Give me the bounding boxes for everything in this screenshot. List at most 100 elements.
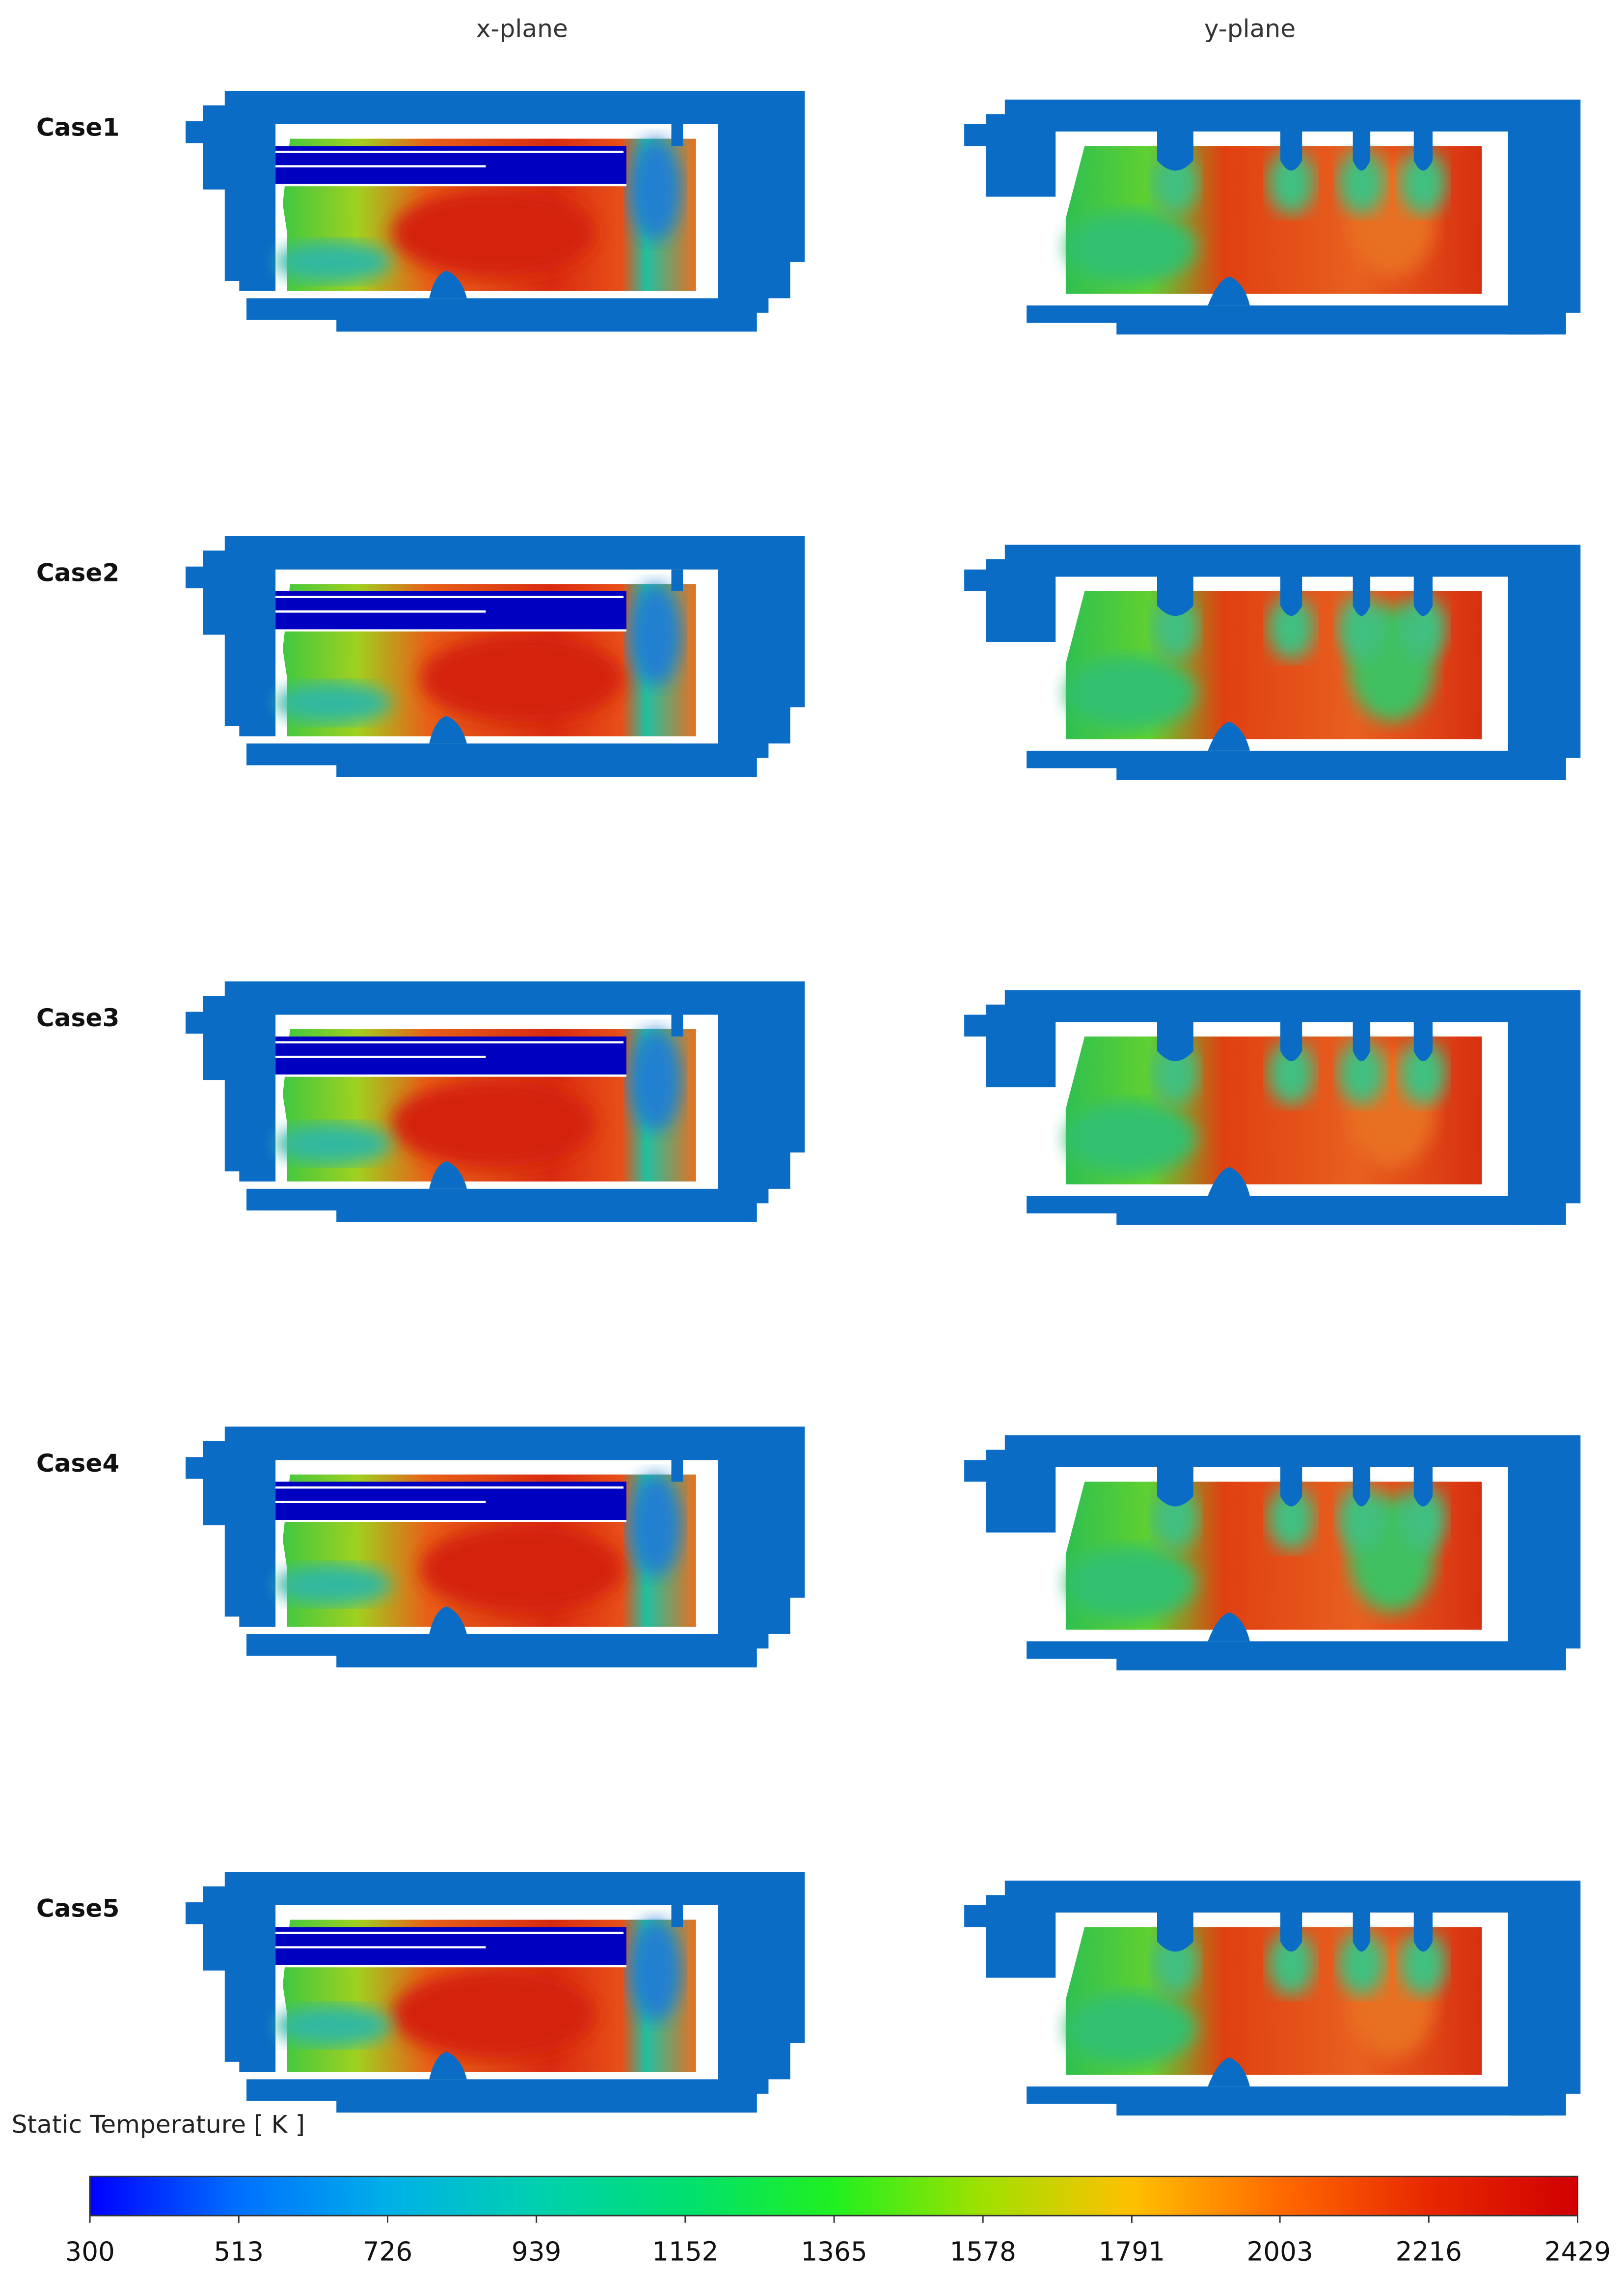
panels: Case1 Case2 Case3 Case4 Case5	[36, 91, 1581, 2116]
cool-zone	[275, 242, 392, 282]
bottom-bar	[246, 2079, 757, 2113]
bottom-bar	[1027, 1641, 1544, 1671]
cool-zone	[275, 1123, 392, 1164]
probe	[671, 569, 683, 592]
case-label: Case3	[36, 1003, 120, 1032]
finger	[1413, 1464, 1433, 1507]
finger	[1157, 128, 1193, 171]
tick-label: 1152	[652, 2237, 718, 2267]
cool-zone	[629, 138, 682, 241]
bump	[429, 2052, 467, 2080]
finger	[1353, 1464, 1371, 1507]
bump	[1208, 2057, 1250, 2087]
bump	[1208, 1167, 1250, 1196]
finger	[1280, 128, 1302, 171]
cool-zone	[1065, 656, 1196, 729]
bottom-bar	[246, 1188, 757, 1222]
cool-zone	[629, 1920, 682, 2022]
cool-plume	[1338, 150, 1385, 215]
finger	[1413, 128, 1433, 171]
finger	[1280, 1019, 1302, 1061]
finger	[1280, 574, 1302, 616]
cool-zone	[275, 1564, 392, 1605]
case-row: Case4	[36, 1426, 1581, 1671]
finger	[1157, 1464, 1193, 1507]
cool-plume	[1400, 1041, 1447, 1105]
tick-label: 2429	[1544, 2237, 1611, 2267]
bottom-bar	[246, 298, 757, 332]
cool-zone	[1065, 1101, 1196, 1175]
y-plane-panel	[964, 1880, 1581, 2116]
housing	[186, 1872, 805, 2094]
hot-zone	[420, 634, 624, 722]
cool-plume	[1400, 1931, 1447, 1996]
cool-zone	[1065, 1547, 1196, 1620]
bottom-bar	[246, 743, 757, 777]
cool-plume	[1338, 595, 1385, 659]
tick-label: 2003	[1246, 2237, 1313, 2267]
finger	[1353, 1019, 1371, 1061]
hot-zone	[391, 189, 595, 277]
bump	[429, 1161, 467, 1189]
case-row: Case5	[36, 1872, 1581, 2116]
tick-label: 726	[363, 2237, 412, 2267]
hot-zone	[420, 1525, 624, 1613]
hot-zone	[391, 1970, 595, 2058]
cool-plume	[1338, 1931, 1385, 1996]
case-label: Case5	[36, 1894, 120, 1923]
bump	[429, 1606, 467, 1634]
cool-plume	[1268, 1041, 1315, 1105]
y-plane-panel	[964, 1435, 1581, 1671]
cool-plume	[1268, 150, 1315, 215]
column-header: x-plane	[476, 14, 568, 43]
tick-label: 300	[65, 2237, 114, 2267]
case-row: Case1	[36, 91, 1581, 335]
cool-zone	[629, 584, 682, 686]
finger	[1353, 128, 1371, 171]
housing	[186, 981, 805, 1204]
probe	[671, 124, 683, 146]
cool-plume	[1268, 595, 1315, 659]
y-plane-panel	[964, 990, 1581, 1225]
bump	[429, 271, 467, 299]
cool-plume	[1400, 150, 1447, 215]
finger	[1353, 574, 1371, 616]
finger	[1413, 1909, 1433, 1952]
x-plane-panel	[186, 1872, 805, 2113]
cool-plume	[1338, 1486, 1385, 1550]
tick-label: 2216	[1396, 2237, 1462, 2267]
y-plane-panel	[964, 99, 1581, 335]
case-label: Case2	[36, 558, 120, 587]
bump	[1208, 276, 1250, 306]
hot-zone	[391, 1080, 595, 1167]
cool-plume	[1400, 595, 1447, 659]
finger	[1280, 1464, 1302, 1507]
finger	[1157, 1019, 1193, 1061]
x-plane-panel	[186, 981, 805, 1222]
cool-plume	[1400, 1486, 1447, 1550]
cool-zone	[629, 1029, 682, 1131]
probe	[671, 1460, 683, 1482]
cool-zone	[1065, 211, 1196, 284]
bump	[1208, 1612, 1250, 1642]
cool-zone	[275, 2005, 392, 2046]
tick-label: 1578	[950, 2237, 1016, 2267]
finger	[1157, 1909, 1193, 1952]
x-plane-panel	[186, 1426, 805, 1668]
probe	[671, 1015, 683, 1037]
finger	[1353, 1909, 1371, 1952]
housing	[186, 536, 805, 758]
probe	[671, 1905, 683, 1927]
colorbar	[89, 2175, 1578, 2217]
finger	[1280, 1909, 1302, 1952]
tick-label: 513	[214, 2237, 264, 2267]
finger	[1413, 1019, 1433, 1061]
bump	[1208, 721, 1250, 751]
x-plane-panel	[186, 91, 805, 332]
case-row: Case3	[36, 981, 1581, 1225]
y-plane-panel	[964, 545, 1581, 780]
column-header: y-plane	[1204, 14, 1296, 43]
case-label: Case4	[36, 1449, 120, 1478]
